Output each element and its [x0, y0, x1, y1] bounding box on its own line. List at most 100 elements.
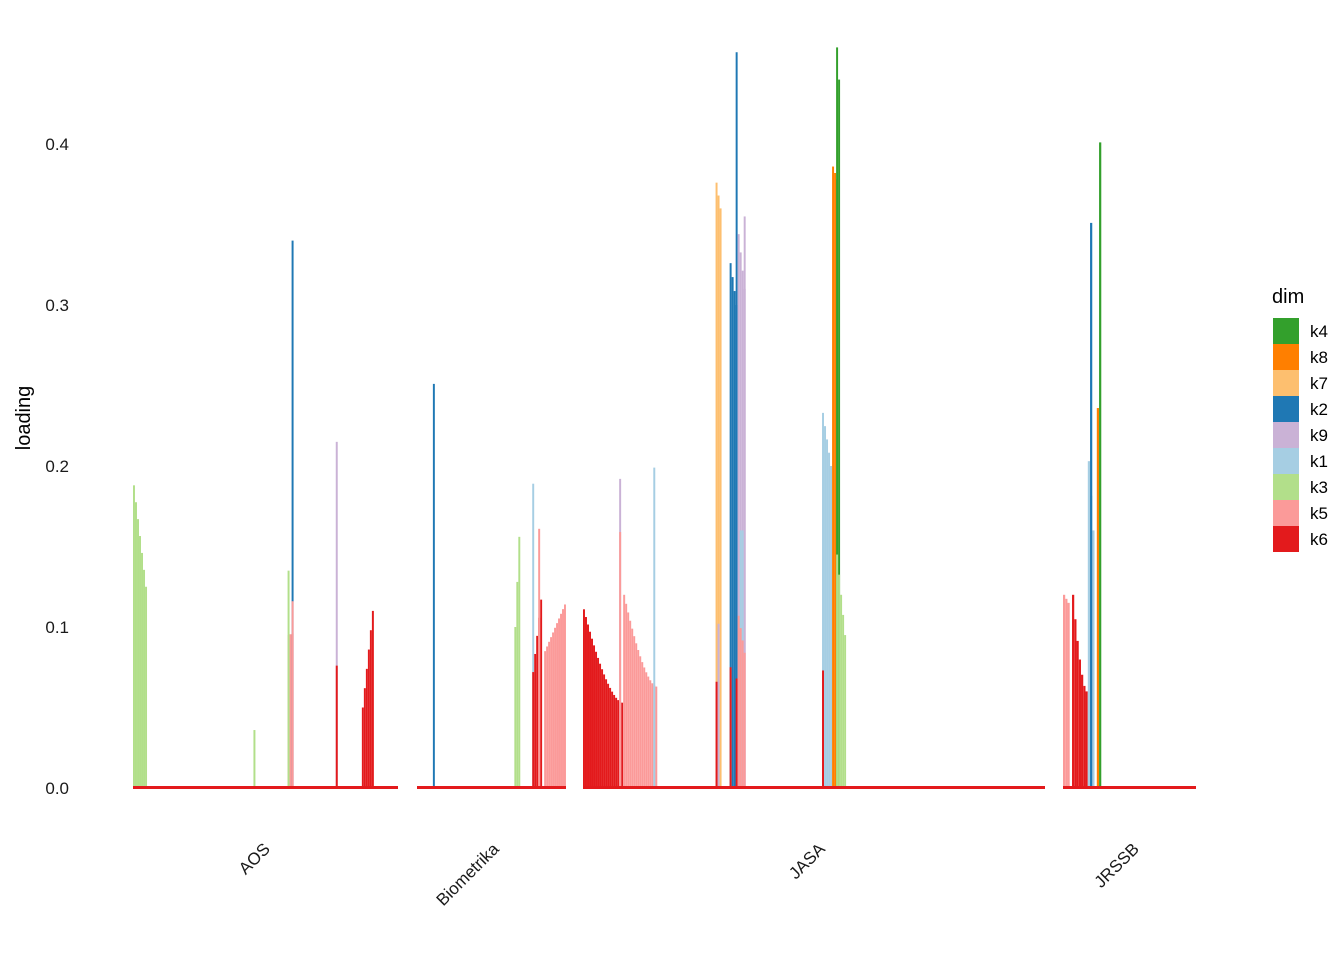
- y-axis-title: loading: [13, 386, 35, 451]
- legend-title: dim: [1272, 286, 1304, 308]
- bar-k6: [1076, 640, 1079, 788]
- baseline-k6: [417, 786, 566, 789]
- bar-k5: [554, 627, 557, 788]
- legend-label: k4: [1310, 322, 1328, 341]
- bar-k8: [832, 166, 835, 789]
- bar-k3: [139, 536, 141, 788]
- y-tick-label: 0.2: [45, 457, 69, 476]
- bar-k6: [599, 663, 602, 788]
- bar-k7: [719, 208, 722, 788]
- bar-k3: [842, 614, 845, 788]
- bar-k5: [637, 650, 640, 788]
- bar-k5: [1065, 598, 1068, 788]
- bar-k5: [629, 620, 632, 788]
- baseline-k6: [1063, 786, 1196, 789]
- bar-k6: [607, 683, 610, 788]
- bar-k2: [432, 383, 435, 788]
- bar-k5: [1067, 602, 1070, 788]
- bar-k5: [623, 594, 626, 788]
- bar-k5: [655, 686, 658, 788]
- legend-swatch: [1273, 526, 1299, 552]
- bar-k6: [611, 691, 614, 788]
- bar-k6: [587, 624, 589, 788]
- bar-k5: [639, 656, 642, 788]
- x-tick-label: AOS: [235, 839, 274, 878]
- bar-k5: [627, 612, 630, 788]
- bar-k6: [593, 645, 596, 788]
- legend-label: k9: [1310, 426, 1328, 445]
- bar-k6: [822, 670, 824, 788]
- bar-k6: [367, 649, 370, 788]
- bar-k6: [1085, 691, 1088, 788]
- bar-k3: [844, 635, 847, 788]
- bar-k5: [635, 643, 638, 788]
- panel-jasa: [583, 47, 1045, 789]
- legend-label: k3: [1310, 478, 1328, 497]
- bar-k1: [826, 439, 829, 788]
- chart-panels: [133, 47, 1196, 789]
- bar-k3: [518, 536, 521, 788]
- bar-k5: [556, 623, 559, 788]
- bar-k9: [737, 234, 740, 788]
- bar-k6: [597, 657, 600, 788]
- x-tick-label: JASA: [785, 839, 829, 883]
- bar-k9: [717, 623, 720, 788]
- bar-k2: [733, 291, 736, 788]
- bar-k5: [564, 604, 566, 788]
- bar-k5: [558, 618, 560, 788]
- bar-k5: [741, 640, 744, 788]
- bar-k6: [369, 630, 372, 788]
- bar-k3: [145, 586, 148, 788]
- bar-k5: [641, 662, 644, 788]
- bar-k5: [1063, 594, 1066, 788]
- bar-k5: [544, 651, 547, 788]
- panel-biometrika: [417, 383, 566, 789]
- bar-k3: [838, 574, 841, 788]
- bar-k3: [516, 581, 519, 788]
- bar-k9: [739, 252, 742, 788]
- bar-k7: [717, 195, 720, 788]
- y-tick-label: 0.0: [45, 779, 69, 798]
- bar-k3: [840, 594, 843, 788]
- y-tick-label: 0.3: [45, 296, 69, 315]
- bar-k1: [653, 467, 656, 788]
- bar-k8: [1096, 408, 1100, 788]
- y-axis-ticks: 0.0 0.1 0.2 0.3 0.4: [45, 135, 69, 798]
- y-tick-label: 0.4: [45, 135, 69, 154]
- bar-k7: [715, 182, 718, 788]
- bar-k6: [613, 694, 616, 788]
- bar-k3: [253, 730, 256, 788]
- bar-k9: [743, 216, 746, 788]
- x-tick-label: JRSSB: [1091, 839, 1143, 891]
- bar-k6: [609, 687, 612, 788]
- bar-k5: [538, 528, 541, 788]
- legend-label: k5: [1310, 504, 1328, 523]
- legend-label: k1: [1310, 452, 1328, 471]
- bar-k6: [585, 617, 587, 788]
- bar-k5: [552, 632, 555, 788]
- legend-swatch: [1273, 500, 1299, 526]
- panel-jrssb: [1063, 142, 1196, 789]
- bar-k6: [583, 609, 585, 788]
- bar-k5: [289, 634, 292, 788]
- legend-swatch: [1273, 344, 1299, 370]
- bar-k3: [141, 552, 143, 788]
- bar-k6: [532, 672, 535, 788]
- bar-k5: [651, 683, 654, 788]
- legend: k4 k8 k7 k2 k9 k1 k3 k5 k6: [1273, 318, 1328, 552]
- bar-k1: [830, 466, 833, 788]
- bar-k1: [822, 412, 824, 788]
- baseline-k6: [133, 786, 398, 789]
- legend-swatch: [1273, 474, 1299, 500]
- legend-swatch: [1273, 448, 1299, 474]
- bar-k5: [737, 615, 740, 788]
- bar-k5: [562, 609, 564, 788]
- bar-k1: [824, 426, 827, 788]
- bar-k1: [1087, 461, 1091, 788]
- bar-k5: [643, 667, 646, 788]
- bar-k6: [1074, 619, 1077, 788]
- bar-k5: [645, 672, 648, 788]
- bar-k4: [838, 79, 841, 789]
- bar-k5: [743, 652, 746, 788]
